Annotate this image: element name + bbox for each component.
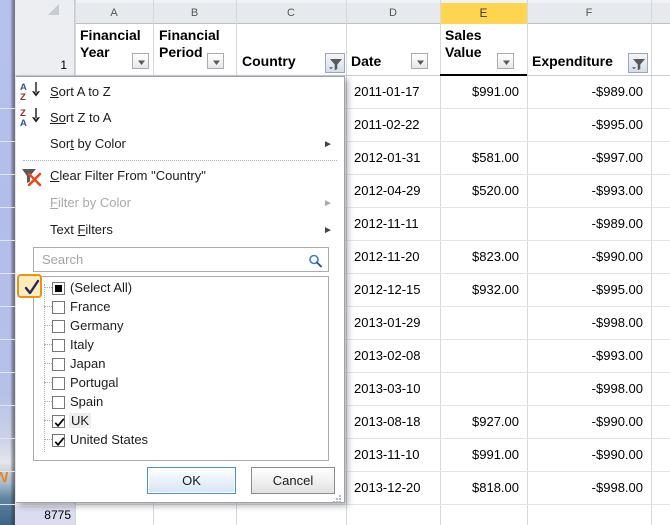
- svg-text:A: A: [20, 118, 27, 127]
- svg-text:Z: Z: [20, 92, 26, 101]
